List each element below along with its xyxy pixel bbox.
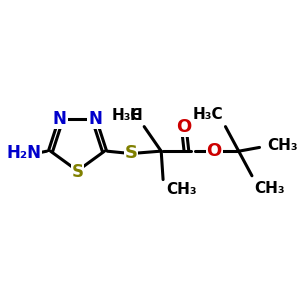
Text: O: O — [176, 118, 191, 136]
Text: CH₃: CH₃ — [254, 181, 284, 196]
Text: S: S — [71, 163, 83, 181]
Text: N: N — [53, 110, 67, 128]
Text: CH₃: CH₃ — [166, 182, 196, 197]
Text: S: S — [124, 144, 137, 162]
Text: H₂N: H₂N — [7, 144, 42, 162]
Text: CH₃: CH₃ — [267, 138, 298, 153]
Text: H: H — [130, 108, 142, 123]
Text: N: N — [88, 110, 102, 128]
Text: H₃C: H₃C — [193, 107, 224, 122]
Text: H₃C: H₃C — [112, 108, 142, 123]
Text: O: O — [206, 142, 222, 160]
